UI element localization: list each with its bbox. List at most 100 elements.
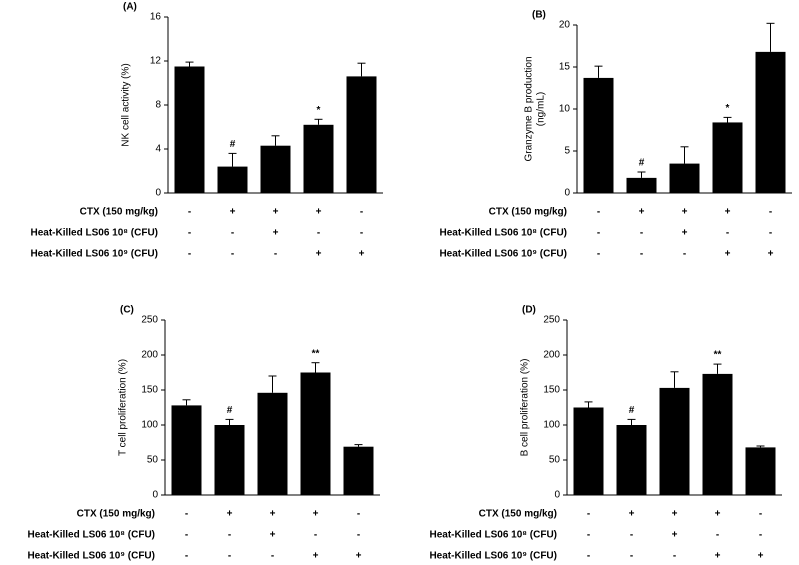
treatment-sign: +	[273, 228, 279, 239]
bar	[214, 425, 245, 495]
treatment-sign: -	[188, 228, 191, 239]
significance: *	[317, 105, 321, 116]
treatment-sign: +	[715, 551, 721, 562]
treatment-sign: -	[228, 551, 231, 562]
y-tick-label: 10	[559, 104, 571, 115]
bar	[300, 372, 331, 495]
treatment-sign: -	[185, 530, 188, 541]
treatment-sign: +	[359, 249, 365, 260]
y-tick-label: 200	[543, 350, 560, 361]
y-axis-label: T cell proliferation (%)	[118, 359, 129, 456]
treatment-label: CTX (150 mg/kg)	[80, 207, 158, 218]
treatment-sign: -	[188, 207, 191, 218]
bar	[260, 145, 291, 193]
treatment-sign: +	[313, 551, 319, 562]
treatment-sign: -	[587, 530, 590, 541]
bar	[626, 177, 657, 193]
treatment-sign: -	[357, 530, 360, 541]
treatment-sign: -	[317, 228, 320, 239]
y-tick-label: 0	[554, 490, 560, 501]
y-tick-label: 250	[141, 315, 158, 326]
bar	[257, 392, 288, 495]
bar	[171, 405, 202, 495]
significance: **	[714, 350, 722, 361]
treatment-sign: -	[185, 509, 188, 520]
bar	[755, 51, 786, 193]
treatment-sign: -	[630, 551, 633, 562]
bar	[669, 163, 700, 193]
y-tick-label: 250	[543, 315, 560, 326]
treatment-sign: +	[273, 207, 279, 218]
treatment-sign: +	[715, 509, 721, 520]
treatment-sign: -	[640, 249, 643, 260]
treatment-sign: +	[639, 207, 645, 218]
treatment-sign: -	[587, 551, 590, 562]
y-tick-label: 0	[564, 188, 570, 199]
treatment-sign: +	[629, 509, 635, 520]
treatment-sign: +	[270, 530, 276, 541]
treatment-sign: +	[758, 551, 764, 562]
treatment-sign: +	[672, 509, 678, 520]
treatment-sign: -	[726, 228, 729, 239]
bar	[702, 373, 733, 495]
y-tick-label: 16	[150, 12, 162, 23]
treatment-sign: -	[314, 530, 317, 541]
y-tick-label: 8	[155, 100, 161, 111]
treatment-sign: -	[231, 249, 234, 260]
y-tick-label: 150	[543, 385, 560, 396]
treatment-sign: +	[356, 551, 362, 562]
treatment-sign: -	[597, 228, 600, 239]
y-tick-label: 100	[543, 420, 560, 431]
treatment-sign: -	[185, 551, 188, 562]
y-tick-label: 0	[152, 490, 158, 501]
bar	[573, 407, 604, 495]
significance: *	[726, 103, 730, 114]
y-tick-label: 15	[559, 62, 571, 73]
significance: #	[639, 158, 645, 169]
bar	[217, 166, 248, 193]
treatment-label: CTX (150 mg/kg)	[489, 207, 567, 218]
significance: #	[230, 139, 236, 150]
treatment-label: Heat-Killed LS06 10⁹ (CFU)	[439, 249, 567, 260]
treatment-label: Heat-Killed LS06 10⁸ (CFU)	[429, 530, 557, 541]
panel-label: (A)	[123, 2, 137, 13]
treatment-label: CTX (150 mg/kg)	[479, 509, 557, 520]
y-axis-label: NK cell activity (%)	[121, 63, 132, 146]
bar	[343, 446, 374, 495]
treatment-sign: -	[360, 207, 363, 218]
treatment-sign: -	[716, 530, 719, 541]
treatment-sign: -	[231, 228, 234, 239]
panel-label: (C)	[120, 305, 134, 316]
y-axis-label: B cell proliferation (%)	[520, 359, 531, 457]
bar	[346, 76, 377, 193]
treatment-label: Heat-Killed LS06 10⁹ (CFU)	[30, 249, 158, 260]
significance: #	[629, 405, 635, 416]
treatment-sign: +	[227, 509, 233, 520]
treatment-sign: -	[357, 509, 360, 520]
treatment-sign: +	[316, 207, 322, 218]
treatment-sign: -	[640, 228, 643, 239]
treatment-label: Heat-Killed LS06 10⁹ (CFU)	[429, 551, 557, 562]
bar	[174, 66, 205, 193]
treatment-sign: +	[270, 509, 276, 520]
treatment-sign: +	[725, 249, 731, 260]
y-tick-label: 4	[155, 144, 161, 155]
treatment-label: Heat-Killed LS06 10⁸ (CFU)	[439, 228, 567, 239]
treatment-sign: -	[759, 509, 762, 520]
treatment-label: Heat-Killed LS06 10⁹ (CFU)	[27, 551, 155, 562]
treatment-sign: -	[597, 249, 600, 260]
significance: **	[312, 348, 320, 359]
panel-label: (D)	[522, 305, 536, 316]
treatment-sign: -	[271, 551, 274, 562]
treatment-label: Heat-Killed LS06 10⁸ (CFU)	[30, 228, 158, 239]
bar	[659, 387, 690, 495]
y-tick-label: 12	[150, 56, 162, 67]
treatment-sign: -	[630, 530, 633, 541]
treatment-sign: +	[316, 249, 322, 260]
treatment-label: CTX (150 mg/kg)	[77, 509, 155, 520]
y-tick-label: 20	[559, 20, 571, 31]
y-axis-label: Granzyme B production	[524, 56, 535, 161]
treatment-sign: +	[313, 509, 319, 520]
y-axis-label: (ng/mL)	[536, 92, 547, 126]
